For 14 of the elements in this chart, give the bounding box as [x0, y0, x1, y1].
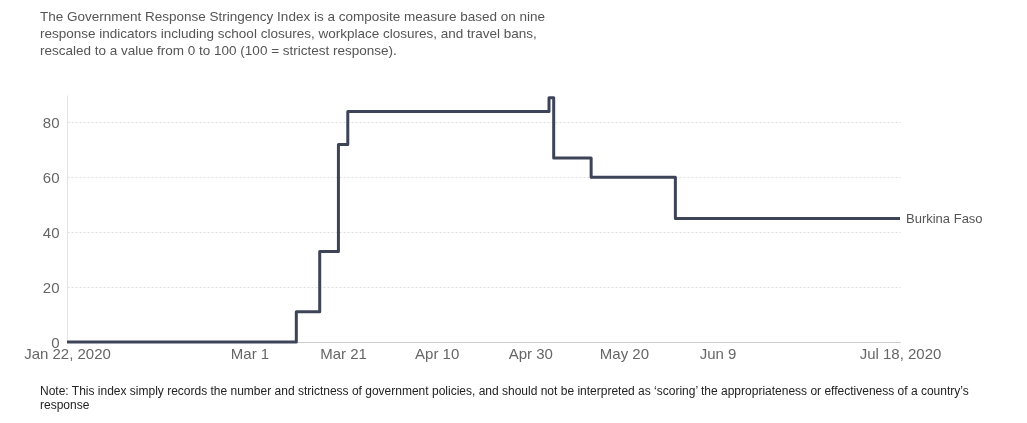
y-tick-label: 80	[42, 113, 60, 131]
x-tick-label: Apr 10	[415, 344, 460, 362]
x-tick-label: Apr 30	[508, 344, 553, 362]
x-tick-label: May 20	[599, 344, 649, 362]
text: Note: This index simply records the number and strictness of government policies, and should not be interpreted as ‘scoring’ the appropriateness or effectiveness of a country’s response	[40, 384, 970, 412]
x-tick-label: Jul 18, 2020	[859, 344, 942, 362]
y-tick-label: 20	[42, 278, 60, 296]
chart-title: The Government Response Stringency Index is a composite measure based on nine response indicators including school closures, workplace closures, and travel bans, rescaled to a value from 0 to 100 (100 = strictest response).	[40, 8, 547, 59]
y-tick-label: 60	[42, 168, 60, 186]
y-tick-label: 40	[42, 223, 60, 241]
x-tick-label: Mar 1	[230, 344, 270, 362]
x-tick-label: Mar 21	[320, 344, 367, 362]
series-label: Burkina Faso	[906, 210, 983, 226]
x-tick-label: Jun 9	[699, 344, 737, 362]
